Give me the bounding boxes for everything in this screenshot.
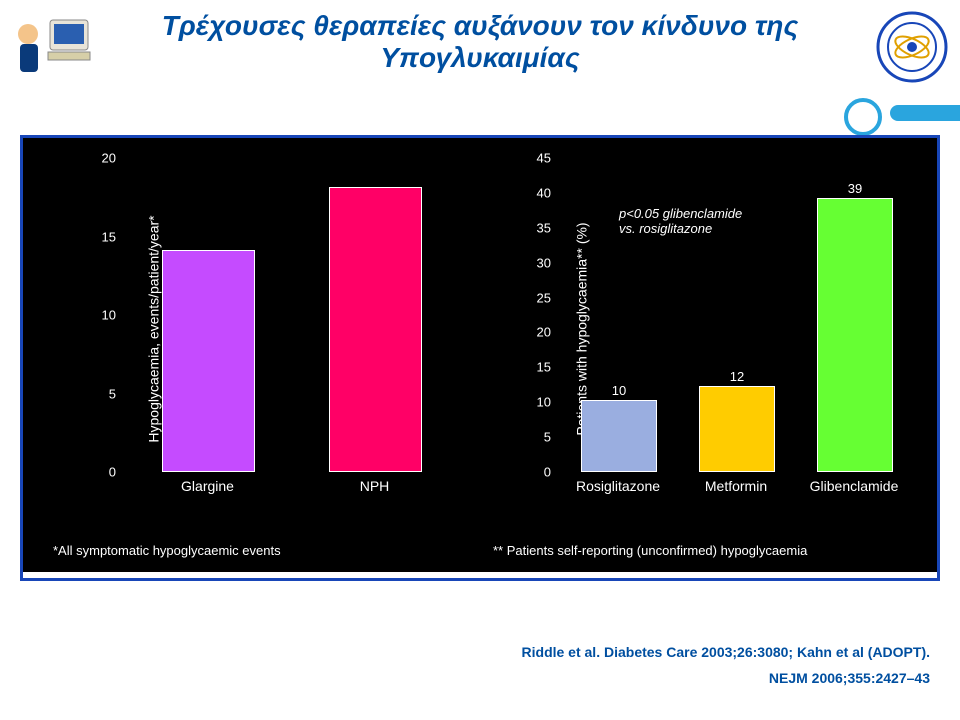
category-label: Glibenclamide	[810, 478, 899, 494]
chart-panel: Hypoglycaemia, events/patient/year* 0510…	[23, 138, 937, 572]
right-y-ticks: 051015202530354045	[513, 158, 555, 472]
y-tick: 15	[102, 229, 116, 244]
category-label: Metformin	[705, 478, 767, 494]
slide: Τρέχουσες θεραπείες αυξάνουν τον κίνδυνο…	[0, 0, 960, 720]
citation-line-1: Riddle et al. Diabetes Care 2003;26:3080…	[522, 644, 930, 660]
title-line-1: Τρέχουσες θεραπείες αυξάνουν τον κίνδυνο…	[0, 10, 960, 42]
right-footnote: ** Patients self-reporting (unconfirmed)…	[493, 543, 807, 558]
left-plot-area	[124, 158, 458, 472]
bar-value-label: 10	[582, 383, 655, 398]
category-label: Rosiglitazone	[576, 478, 660, 494]
y-tick: 25	[537, 290, 551, 305]
right-category-labels: Rosiglitazone Metformin Glibenclamide	[559, 474, 913, 500]
y-tick: 20	[537, 325, 551, 340]
accent-bar	[890, 105, 960, 121]
left-y-ticks: 05101520	[78, 158, 120, 472]
y-tick: 10	[102, 308, 116, 323]
y-tick: 40	[537, 185, 551, 200]
accent-circle-icon	[844, 98, 882, 136]
left-footnote: *All symptomatic hypoglycaemic events	[53, 543, 281, 558]
title-line-2: Υπογλυκαιμίας	[0, 42, 960, 74]
bar: 10	[581, 400, 656, 472]
category-label: Glargine	[181, 478, 234, 494]
bar-value-label: 12	[700, 369, 773, 384]
y-tick: 0	[544, 465, 551, 480]
bar-value-label: 39	[818, 181, 891, 196]
y-tick: 15	[537, 360, 551, 375]
bar	[329, 187, 423, 472]
left-bar-chart: Hypoglycaemia, events/patient/year* 0510…	[78, 158, 458, 500]
right-plot-area: p<0.05 glibenclamidevs. rosiglitazone 10…	[559, 158, 913, 472]
y-tick: 30	[537, 255, 551, 270]
left-category-labels: Glargine NPH	[124, 474, 458, 500]
y-tick: 5	[544, 430, 551, 445]
y-tick: 35	[537, 220, 551, 235]
y-tick: 10	[537, 395, 551, 410]
right-bars: 10 12 39	[559, 158, 913, 472]
bar	[162, 250, 256, 472]
y-tick: 45	[537, 151, 551, 166]
y-tick: 20	[102, 151, 116, 166]
right-bar-chart: Patients with hypoglycaemia** (%) 051015…	[513, 158, 913, 500]
bar: 39	[817, 198, 892, 472]
bar: 12	[699, 386, 774, 472]
y-tick: 5	[109, 386, 116, 401]
category-label: NPH	[360, 478, 390, 494]
citation-line-2: NEJM 2006;355:2427–43	[769, 670, 930, 686]
slide-title: Τρέχουσες θεραπείες αυξάνουν τον κίνδυνο…	[0, 10, 960, 74]
left-bars	[124, 158, 458, 472]
y-tick: 0	[109, 465, 116, 480]
